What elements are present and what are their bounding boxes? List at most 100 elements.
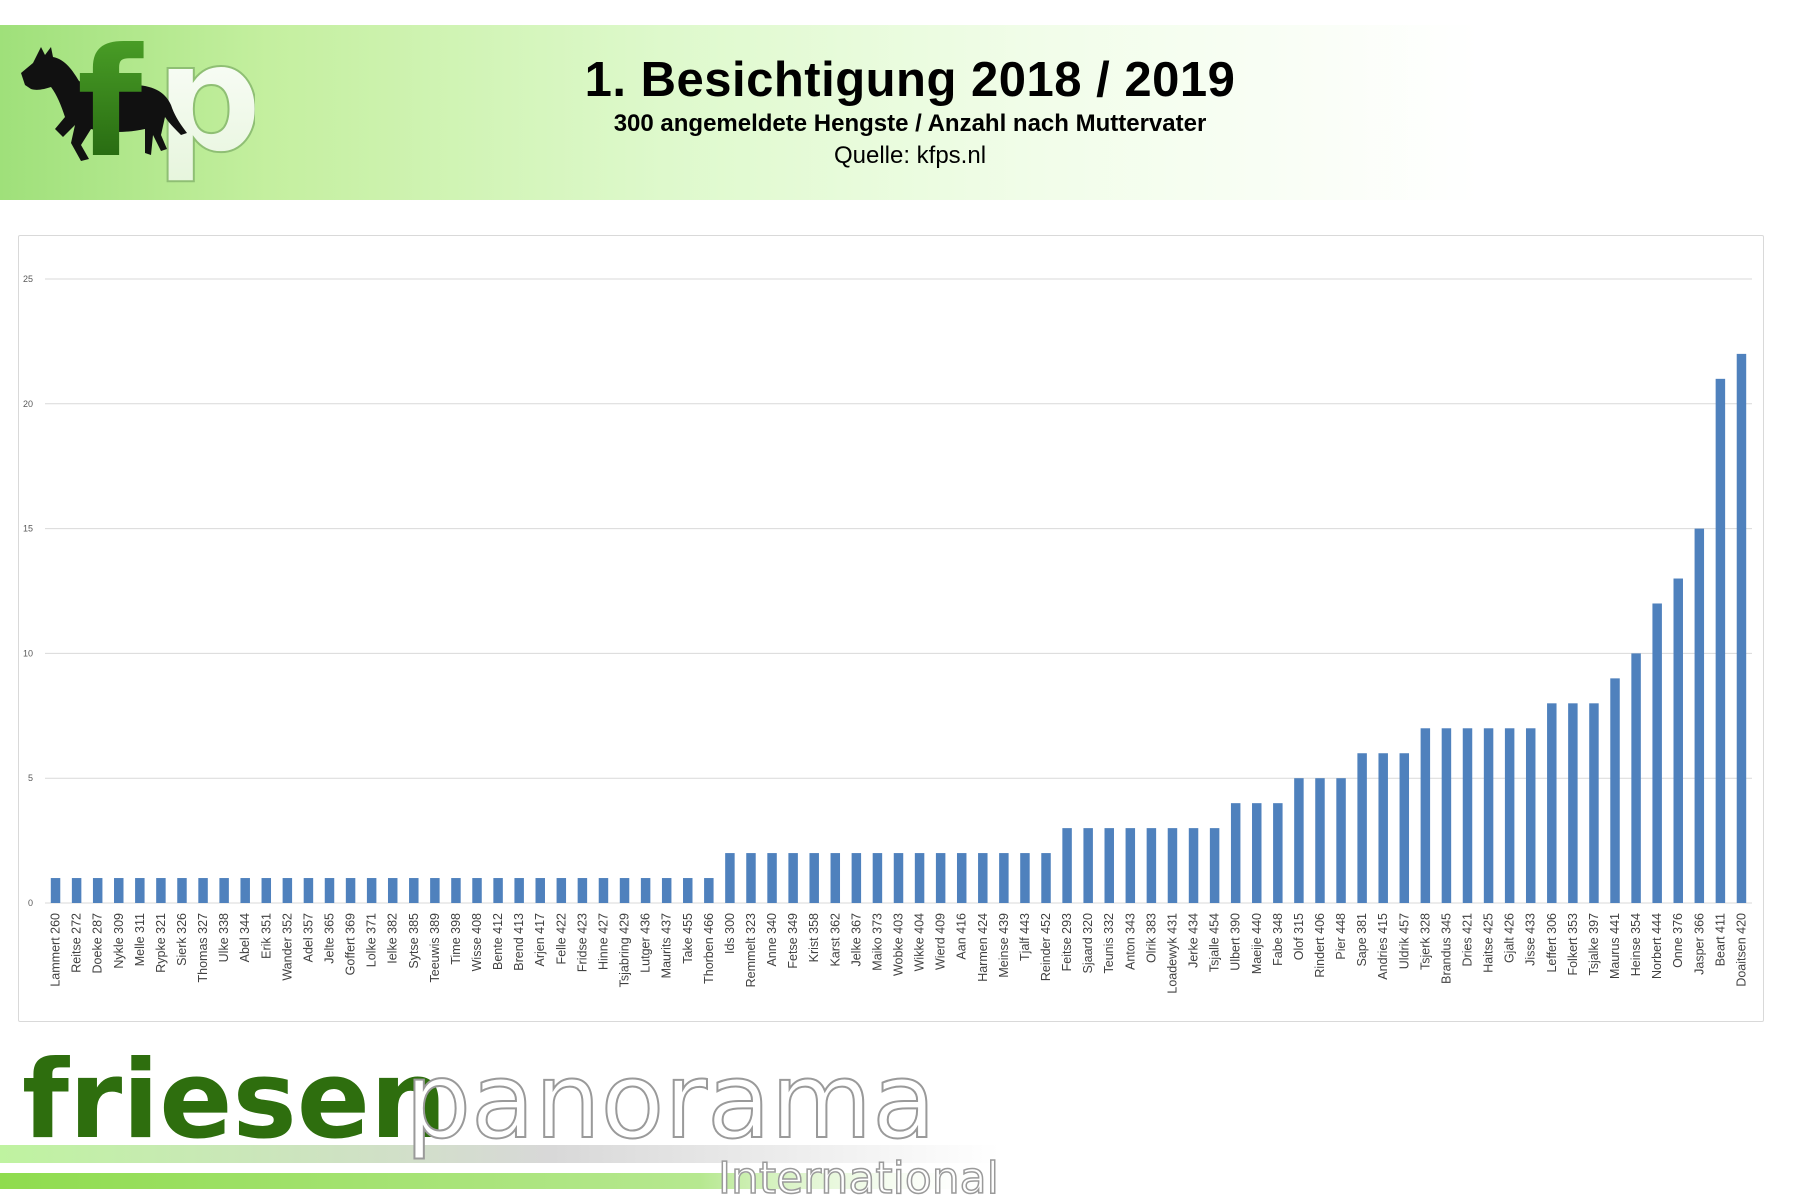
bar bbox=[1525, 728, 1536, 903]
y-tick-label: 20 bbox=[23, 399, 33, 409]
bar bbox=[114, 878, 124, 903]
x-tick-label: Gjalt 426 bbox=[1503, 913, 1517, 963]
x-tick-label: Time 398 bbox=[449, 913, 463, 965]
bar bbox=[1294, 778, 1304, 903]
x-tick-label: Loadewyk 431 bbox=[1165, 913, 1179, 994]
x-tick-label: Brandus 345 bbox=[1439, 913, 1453, 984]
x-tick-label: Sape 381 bbox=[1355, 913, 1369, 967]
bar bbox=[1631, 653, 1641, 903]
x-tick-label: Bente 412 bbox=[491, 913, 505, 970]
x-tick-label: Andries 415 bbox=[1376, 913, 1390, 980]
x-tick-label: Dries 421 bbox=[1461, 913, 1475, 967]
x-tick-label: Anne 340 bbox=[765, 913, 779, 967]
x-tick-label: Anton 343 bbox=[1123, 913, 1137, 970]
bar bbox=[1209, 828, 1220, 903]
x-tick-label: Folkert 353 bbox=[1566, 913, 1580, 976]
bar bbox=[409, 878, 419, 903]
x-tick-label: Fetse 349 bbox=[786, 913, 800, 969]
y-tick-label: 5 bbox=[28, 773, 33, 783]
x-tick-label: Melle 311 bbox=[133, 913, 147, 966]
x-tick-label: Wisse 408 bbox=[470, 913, 484, 971]
x-tick-label: Wander 352 bbox=[280, 913, 294, 981]
bar bbox=[1736, 353, 1747, 903]
bar bbox=[935, 853, 946, 903]
x-tick-label: Rypke 321 bbox=[154, 913, 168, 973]
bar bbox=[1357, 753, 1367, 903]
x-tick-label: Meinse 439 bbox=[997, 913, 1011, 978]
x-tick-label: Ids 300 bbox=[723, 913, 737, 954]
x-tick-label: Abel 344 bbox=[238, 913, 252, 962]
x-tick-label: Teeuwis 389 bbox=[428, 913, 442, 983]
bar bbox=[1062, 828, 1072, 903]
x-tick-label: Lolke 371 bbox=[365, 913, 379, 967]
x-tick-label: Felle 422 bbox=[554, 913, 568, 964]
bar bbox=[704, 878, 714, 903]
chart-title: 1. Besichtigung 2018 / 2019 bbox=[584, 53, 1236, 107]
x-tick-label: Sytse 385 bbox=[407, 913, 421, 969]
x-tick-label: Doaitsen 420 bbox=[1734, 913, 1748, 987]
bar bbox=[1420, 728, 1431, 903]
bar bbox=[1673, 578, 1683, 903]
bar bbox=[978, 853, 988, 903]
bar bbox=[556, 878, 567, 903]
bar bbox=[1041, 853, 1051, 903]
brand-stripe-top bbox=[0, 1145, 1000, 1163]
bar bbox=[451, 878, 461, 903]
title-block: 1. Besichtigung 2018 / 2019 300 angemeld… bbox=[440, 53, 1380, 170]
y-tick-label: 25 bbox=[23, 274, 33, 284]
x-tick-label: Adel 357 bbox=[301, 913, 315, 962]
x-tick-label: Sierk 326 bbox=[175, 913, 189, 966]
bar bbox=[50, 878, 61, 903]
x-tick-label: Tsjabring 429 bbox=[618, 913, 632, 987]
logo-letter-f: f bbox=[77, 25, 144, 191]
bar bbox=[472, 878, 482, 903]
bar bbox=[725, 853, 735, 903]
x-tick-label: Take 455 bbox=[681, 913, 695, 964]
bar bbox=[809, 853, 819, 903]
bar bbox=[1252, 803, 1262, 903]
x-tick-label: Ulke 338 bbox=[217, 913, 231, 962]
bar bbox=[683, 878, 693, 903]
bar bbox=[577, 878, 588, 903]
x-tick-label: Thorben 466 bbox=[702, 913, 716, 984]
bar bbox=[1188, 828, 1199, 903]
x-tick-label: Onne 376 bbox=[1671, 913, 1685, 968]
x-tick-label: Leffert 306 bbox=[1545, 913, 1559, 973]
bar bbox=[788, 853, 798, 903]
bar bbox=[1589, 703, 1599, 903]
y-tick-label: 15 bbox=[23, 524, 33, 534]
x-tick-label: Maurus 441 bbox=[1608, 913, 1622, 979]
bar bbox=[1230, 803, 1241, 903]
brand-friesen: friesen bbox=[22, 1038, 447, 1163]
x-tick-label: Maeije 440 bbox=[1250, 913, 1264, 974]
chart-frame: 0 5 10 15 20 25 Lammert 260 Reitse 272 Doeke 287… bbox=[18, 235, 1764, 1022]
bar bbox=[1399, 753, 1410, 903]
x-tick-label: Harmen 424 bbox=[976, 913, 990, 982]
bar bbox=[198, 878, 208, 903]
bar bbox=[999, 853, 1009, 903]
x-tick-label: Tjalf 443 bbox=[1018, 913, 1032, 961]
bar bbox=[345, 878, 356, 903]
bar bbox=[1146, 828, 1157, 903]
x-tick-label: Jasper 366 bbox=[1692, 913, 1706, 975]
x-tick-label: Maiko 373 bbox=[870, 913, 884, 971]
bar-chart: 0 5 10 15 20 25 Lammert 260 Reitse 272 Doeke 287… bbox=[23, 274, 1752, 994]
y-tick-label: 0 bbox=[28, 898, 33, 908]
bar bbox=[430, 878, 440, 903]
bar bbox=[303, 878, 314, 903]
x-tick-label: Beart 411 bbox=[1713, 913, 1727, 966]
bar bbox=[177, 878, 187, 903]
y-tick-label: 10 bbox=[23, 648, 33, 658]
x-tick-label: Erik 351 bbox=[259, 913, 273, 959]
x-tick-label: Krist 358 bbox=[807, 913, 821, 962]
x-tick-label: Brend 413 bbox=[512, 913, 526, 971]
bar bbox=[872, 853, 883, 903]
bar bbox=[830, 853, 841, 903]
bar bbox=[1483, 728, 1494, 903]
x-tick-label: Jerke 434 bbox=[1187, 913, 1201, 968]
x-tick-label: Jelte 365 bbox=[323, 913, 337, 964]
bar bbox=[1315, 778, 1325, 903]
bar bbox=[1462, 728, 1473, 903]
x-tick-label: Wobke 403 bbox=[892, 913, 906, 976]
bar bbox=[1167, 828, 1178, 903]
